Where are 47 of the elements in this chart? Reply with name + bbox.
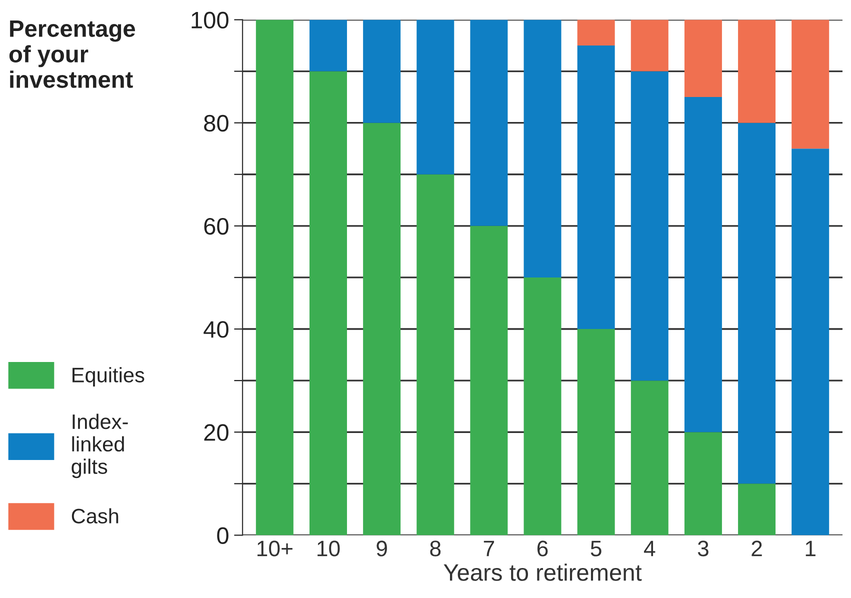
y-tick-label: 0 [217,527,228,544]
bar [309,20,347,72]
x-tick-label: 3 [698,540,708,556]
x-tick-label: 10+ [258,540,292,556]
bar [309,71,347,536]
bar [684,432,722,536]
x-tick-label: 9 [376,540,387,556]
legend-label: Index- linked gilts [72,414,128,478]
legend-label: Cash [72,508,118,524]
bar [577,20,615,46]
x-axis-title: Years to retirement [444,564,642,581]
bar [630,380,668,536]
bar [792,148,830,536]
x-tick-label: 8 [430,540,441,556]
bar [470,226,508,536]
y-axis-title: Percentage of your investment [9,20,136,88]
bar [630,71,668,381]
bar [630,20,668,72]
legend-label: Equities [72,367,144,387]
bar [684,97,722,432]
bar [577,46,615,330]
y-tick-label: 40 [204,321,228,338]
bar [363,20,401,123]
bar [416,20,454,174]
x-tick-label: 1 [806,540,816,556]
x-tick-label: 4 [644,540,656,556]
x-tick-label: 7 [484,540,494,556]
y-tick-label: 20 [204,424,228,441]
x-tick-label: 10 [318,540,340,556]
bar [470,20,508,226]
bar [738,484,776,536]
bar [524,20,562,278]
bar [792,20,830,149]
bar [416,174,454,536]
x-tick-label: 2 [752,540,762,556]
bar [738,122,776,484]
bar [577,329,615,536]
x-tick-label: 6 [537,540,548,556]
bar [738,20,776,123]
y-tick-label: 60 [204,218,228,235]
y-tick-label: 80 [204,114,228,132]
bar [524,277,562,536]
bar [684,20,722,98]
bar [363,122,401,536]
x-tick-label: 5 [590,540,602,556]
y-tick-label: 100 [192,12,228,29]
bar [256,20,294,536]
